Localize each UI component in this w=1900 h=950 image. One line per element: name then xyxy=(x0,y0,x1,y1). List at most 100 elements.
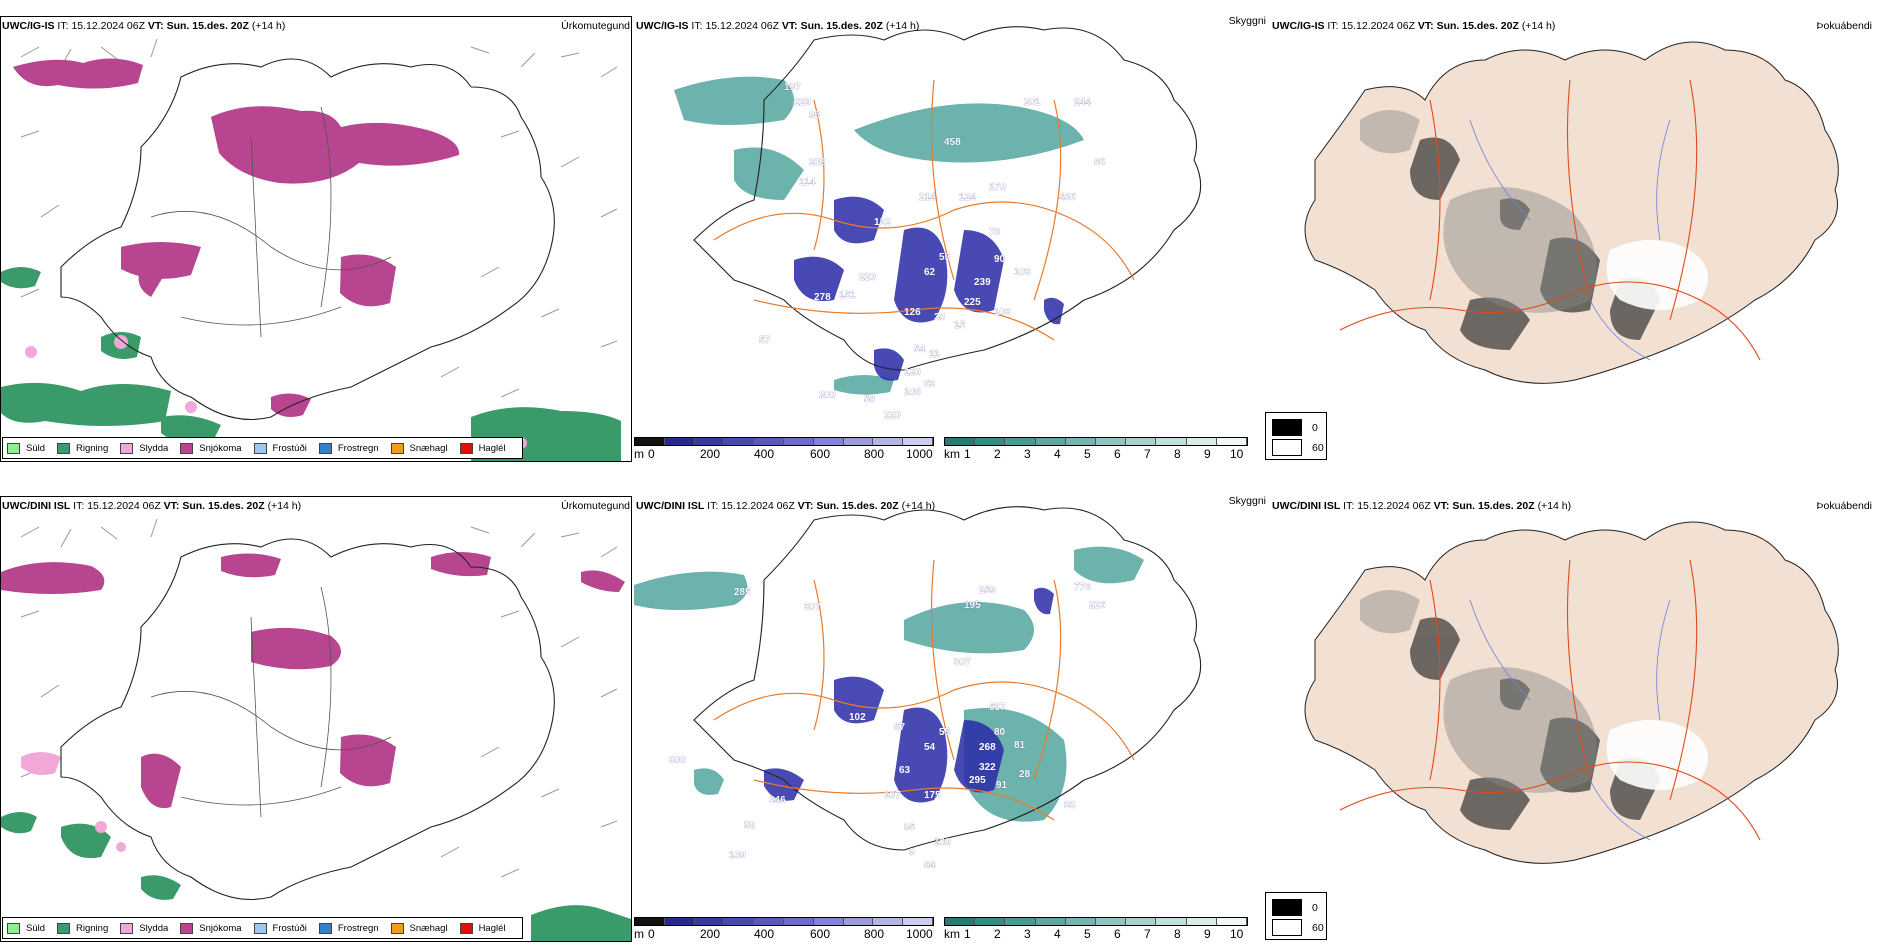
cloud-base-areas xyxy=(764,587,1054,803)
legend-item-rain: Rigning xyxy=(57,442,108,454)
cloud-label: 124 xyxy=(959,192,976,203)
fog-grey-areas xyxy=(1360,590,1597,793)
cloud-base-unit: m xyxy=(634,447,644,461)
cloud-label: 102 xyxy=(849,712,866,723)
visibility-map: 197 229 96 202 114 458 214 124 170 201 2… xyxy=(674,26,1202,421)
cloud-label: 200 xyxy=(819,390,836,401)
map-frame xyxy=(0,496,632,942)
cloud-base-areas xyxy=(794,196,1064,381)
cloud-label: 90 xyxy=(994,254,1006,265)
cloud-label: 87 xyxy=(894,722,906,733)
it-value: 15.12.2024 06Z xyxy=(705,20,779,32)
fog-legend-item: 0 xyxy=(1272,899,1318,916)
fog-map xyxy=(1304,41,1839,384)
legend-swatch xyxy=(57,922,71,934)
visibility-tick: 6 xyxy=(1114,447,1121,461)
fog-title: Þokuábendi xyxy=(1816,20,1872,32)
roads xyxy=(713,79,1135,341)
cloud-label: 170 xyxy=(989,182,1006,193)
cloud-base-labels: 197 229 96 202 114 458 214 124 170 201 2… xyxy=(759,82,1106,421)
wind-barbs xyxy=(20,518,618,878)
cloud-label: 63 xyxy=(924,379,936,390)
panel-header: UWC/IG-IS IT: 15.12.2024 06Z VT: Sun. 15… xyxy=(1272,20,1555,32)
fog-swatch xyxy=(1272,439,1302,456)
precip-type-legend: Súld Rigning Slydda Snjókoma Frostúði Fr… xyxy=(2,437,523,459)
cloud-label: 537 xyxy=(989,702,1006,713)
visibility-panel: 197 229 96 202 114 458 214 124 170 201 2… xyxy=(634,0,1270,470)
fog-land xyxy=(1304,41,1839,384)
cloud-label: 175 xyxy=(924,790,941,801)
vt-value: Sun. 15.des. 20Z xyxy=(1452,500,1535,512)
cloud-base-tick: 600 xyxy=(810,927,831,941)
fog-swatch xyxy=(1272,919,1302,936)
it-value: 15.12.2024 06Z xyxy=(721,500,795,512)
cloud-label: 151 xyxy=(839,290,856,301)
fog-legend: 0 60 xyxy=(1265,412,1327,460)
cloud-label: 225 xyxy=(964,297,981,308)
it-label: IT: xyxy=(1327,20,1339,32)
model-name: UWC/IG-IS xyxy=(1272,20,1325,32)
lead-time: (+14 h) xyxy=(901,500,936,512)
cloud-label: 126 xyxy=(904,307,921,318)
legend-item-snow: Snjókoma xyxy=(180,922,242,934)
rain-areas xyxy=(1,267,621,461)
fog-legend-item: 60 xyxy=(1272,439,1324,456)
vt-label: VT: xyxy=(163,500,180,512)
cloud-label: 259 xyxy=(979,585,996,596)
cloud-label: 84 xyxy=(924,860,936,871)
coastline xyxy=(693,26,1202,371)
lead-time: (+14 h) xyxy=(251,20,286,32)
cloud-label: 226 xyxy=(1089,600,1106,611)
roads xyxy=(1339,559,1761,841)
legend-item-freezing-rain: Frostregn xyxy=(318,442,379,454)
vt-value: Sun. 15.des. 20Z xyxy=(800,20,883,32)
sleet-areas xyxy=(21,752,126,852)
fog-map xyxy=(1304,521,1839,864)
legend-item-snow-pellets: Snæhagl xyxy=(390,922,448,934)
vt-label: VT: xyxy=(1417,20,1434,32)
cloud-label: 92 xyxy=(744,820,756,831)
visibility-tick: 3 xyxy=(1024,927,1031,941)
fog-swatch xyxy=(1272,899,1302,916)
visibility-tick: 3 xyxy=(1024,447,1031,461)
fog-swatch xyxy=(1272,419,1302,436)
panel-header: UWC/DINI ISL IT: 15.12.2024 06Z VT: Sun.… xyxy=(2,500,301,512)
visibility-tick: 5 xyxy=(1084,927,1091,941)
cloud-label: 58 xyxy=(864,394,876,405)
cloud-base-tick: 1000 xyxy=(906,927,933,941)
legend-item-drizzle: Súld xyxy=(7,922,45,934)
visibility-title: Skyggni xyxy=(1228,495,1266,507)
visibility-tick: 2 xyxy=(994,927,1001,941)
snow-areas xyxy=(13,58,460,417)
precip-type-title: Úrkomutegund xyxy=(561,20,630,32)
cloud-label: 95 xyxy=(904,822,916,833)
fog-panel: UWC/IG-IS IT: 15.12.2024 06Z VT: Sun. 15… xyxy=(1270,0,1900,470)
visibility-colorbar-bar xyxy=(944,917,1248,926)
cloud-label: 244 xyxy=(1074,97,1091,108)
legend-swatch xyxy=(120,922,134,934)
cloud-base-tick: 800 xyxy=(864,447,885,461)
visibility-tick: 2 xyxy=(994,447,1001,461)
legend-item-snow: Snjókoma xyxy=(180,442,242,454)
cloud-label: 486 xyxy=(1059,192,1076,203)
precip-type-map xyxy=(1,38,621,461)
visibility-tick: 8 xyxy=(1174,927,1181,941)
cloud-base-tick: 200 xyxy=(700,447,721,461)
roads xyxy=(713,559,1135,821)
cloud-label: 80 xyxy=(994,727,1006,738)
it-label: IT: xyxy=(691,20,703,32)
rivers xyxy=(1469,599,1671,841)
visibility-tick: 1 xyxy=(964,447,971,461)
legend-swatch xyxy=(318,442,332,454)
cloud-base-tick: 400 xyxy=(754,927,775,941)
legend-swatch xyxy=(120,442,134,454)
vt-label: VT: xyxy=(1433,500,1450,512)
cloud-label: 107 xyxy=(884,790,901,801)
visibility-tick: 10 xyxy=(1230,927,1244,941)
vt-label: VT: xyxy=(147,20,164,32)
coastline xyxy=(60,538,555,900)
legend-swatch xyxy=(253,442,267,454)
lead-time: (+14 h) xyxy=(1537,500,1572,512)
legend-item-rain: Rigning xyxy=(57,922,108,934)
cloud-label: 55 xyxy=(939,727,951,738)
